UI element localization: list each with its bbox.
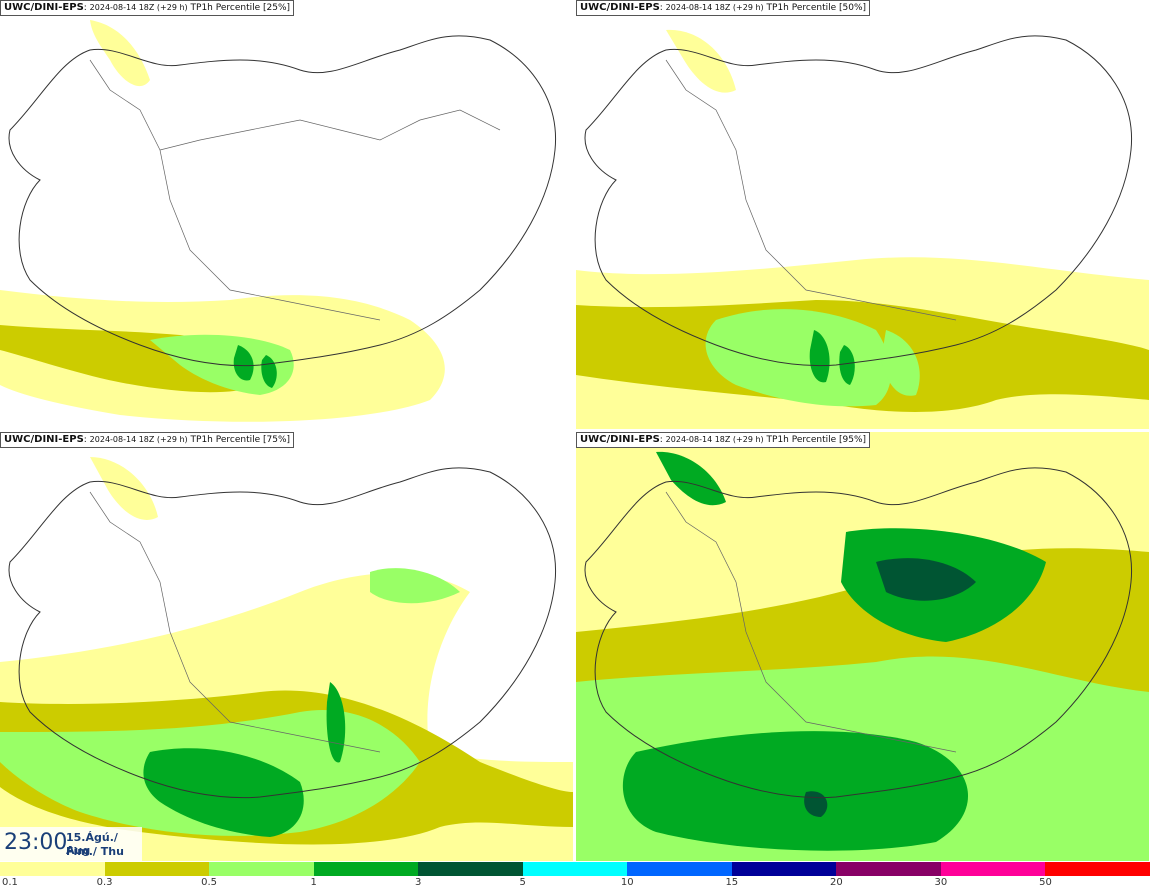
- legend-swatch: [940, 862, 1046, 876]
- legend-label: 5: [519, 877, 526, 888]
- legend-label: 0.5: [201, 877, 218, 888]
- panel-title: UWC/DINI-EPS: 2024-08-14 18Z (+29 h) TP1…: [0, 432, 295, 448]
- panel-divider-horizontal: [0, 429, 1150, 432]
- legend-label: 50: [1039, 877, 1052, 888]
- legend-swatch: [0, 862, 105, 876]
- legend-swatch: [104, 862, 210, 876]
- legend-label: 15: [725, 877, 739, 888]
- valid-time: 23:00: [4, 830, 68, 855]
- legend-swatch: [209, 862, 314, 876]
- legend-label: 0.3: [96, 877, 113, 888]
- panel-title: UWC/DINI-EPS: 2024-08-14 18Z (+29 h) TP1…: [576, 0, 871, 16]
- legend-label: 1: [310, 877, 317, 888]
- precip-map-p95: [576, 432, 1149, 861]
- valid-date: 15.Ágú./ Aug: [66, 831, 118, 857]
- map-panel-p25: UWC/DINI-EPS: 2024-08-14 18Z (+29 h) TP1…: [0, 0, 573, 429]
- valid-weekday: Fim./ Thu: [66, 845, 124, 858]
- legend-label: 3: [414, 877, 422, 888]
- map-panel-p95: UWC/DINI-EPS: 2024-08-14 18Z (+29 h) TP1…: [576, 432, 1149, 861]
- legend-swatch: [627, 862, 732, 876]
- legend-swatch: [418, 862, 523, 876]
- legend-swatch: [731, 862, 837, 876]
- legend-label: 20: [829, 877, 843, 888]
- legend-label: 30: [934, 877, 948, 888]
- panel-title: UWC/DINI-EPS: 2024-08-14 18Z (+29 h) TP1…: [576, 432, 871, 448]
- precip-map-p75: [0, 457, 573, 861]
- precip-map-p50: [576, 29, 1149, 429]
- legend-swatch: [313, 862, 419, 876]
- map-panel-p75: UWC/DINI-EPS: 2024-08-14 18Z (+29 h) TP1…: [0, 432, 573, 861]
- legend-label: 10: [620, 877, 634, 888]
- map-panel-p50: UWC/DINI-EPS: 2024-08-14 18Z (+29 h) TP1…: [576, 0, 1149, 429]
- legend-swatch: [836, 862, 941, 876]
- legend-color-bar: [0, 862, 1150, 876]
- legend-swatch: [1045, 862, 1150, 876]
- legend-label: 0.1: [2, 877, 18, 888]
- legend-swatch: [522, 862, 628, 876]
- precip-map-p25: [0, 20, 557, 422]
- valid-time-box: 23:00 15.Ágú./ Aug Fim./ Thu: [0, 827, 142, 862]
- color-legend: 0.1 0.3 0.5 1 3 5 10 15 20 30 50: [0, 862, 1150, 891]
- panel-title: UWC/DINI-EPS: 2024-08-14 18Z (+29 h) TP1…: [0, 0, 295, 16]
